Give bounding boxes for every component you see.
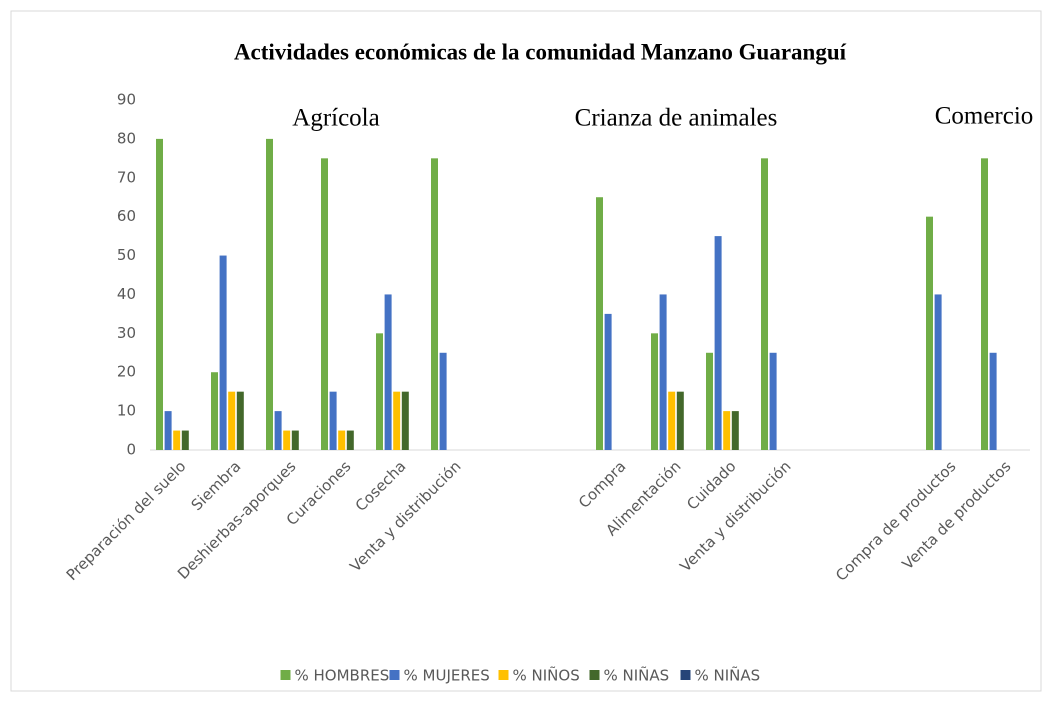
legend-label: % NIÑAS xyxy=(695,666,761,685)
bar xyxy=(283,430,291,450)
bar xyxy=(393,391,401,450)
legend-label: % NIÑAS xyxy=(604,666,670,685)
y-tick-label: 50 xyxy=(117,246,136,264)
bar xyxy=(266,138,273,450)
bar xyxy=(236,391,244,450)
bar xyxy=(934,294,942,450)
bar xyxy=(731,411,739,450)
bar xyxy=(659,294,667,450)
bar xyxy=(346,430,354,450)
annotation: Agrícola xyxy=(292,105,379,132)
annotation: Crianza de animales xyxy=(575,105,778,132)
bar xyxy=(596,197,603,450)
legend-label: % HOMBRES xyxy=(295,667,390,685)
legend-label: % MUJERES xyxy=(404,667,490,685)
y-tick-label: 70 xyxy=(117,168,136,186)
y-tick-label: 20 xyxy=(117,363,136,381)
bar xyxy=(228,391,236,450)
bar xyxy=(181,430,189,450)
y-tick-label: 30 xyxy=(117,324,136,342)
bar xyxy=(338,430,346,450)
bar xyxy=(384,294,392,450)
bar xyxy=(723,411,731,450)
chart-title: Actividades económicas de la comunidad M… xyxy=(234,39,847,64)
bar xyxy=(769,352,777,450)
bar xyxy=(981,158,988,451)
bar xyxy=(989,352,997,450)
bar xyxy=(676,391,684,450)
bar xyxy=(173,430,181,450)
legend-swatch xyxy=(498,670,509,680)
bar xyxy=(156,138,163,450)
bar xyxy=(211,372,218,450)
bar xyxy=(274,411,282,450)
chart-border xyxy=(10,10,1042,692)
bar xyxy=(376,333,383,450)
annotation: Comercio xyxy=(935,103,1034,130)
legend-swatch xyxy=(680,670,691,680)
bar xyxy=(219,255,227,450)
legend-swatch xyxy=(389,670,400,680)
bar xyxy=(761,158,768,451)
y-tick-label: 40 xyxy=(117,285,136,303)
legend-swatch xyxy=(589,670,600,680)
bar xyxy=(604,313,612,450)
bar xyxy=(291,430,299,450)
bar xyxy=(706,352,713,450)
bar xyxy=(926,216,933,450)
legend-swatch xyxy=(280,670,291,680)
legend-label: % NIÑOS xyxy=(513,666,580,685)
y-tick-label: 80 xyxy=(117,129,136,147)
bar xyxy=(401,391,409,450)
y-tick-label: 90 xyxy=(117,91,136,109)
bar xyxy=(668,391,676,450)
bar xyxy=(714,236,722,450)
bar xyxy=(651,333,658,450)
y-tick-label: 10 xyxy=(117,402,136,420)
bar xyxy=(164,411,172,450)
y-tick-label: 60 xyxy=(117,207,136,225)
bar xyxy=(321,158,328,451)
bar xyxy=(431,158,438,451)
bar xyxy=(329,391,337,450)
bar xyxy=(439,352,447,450)
y-tick-label: 0 xyxy=(126,441,136,459)
